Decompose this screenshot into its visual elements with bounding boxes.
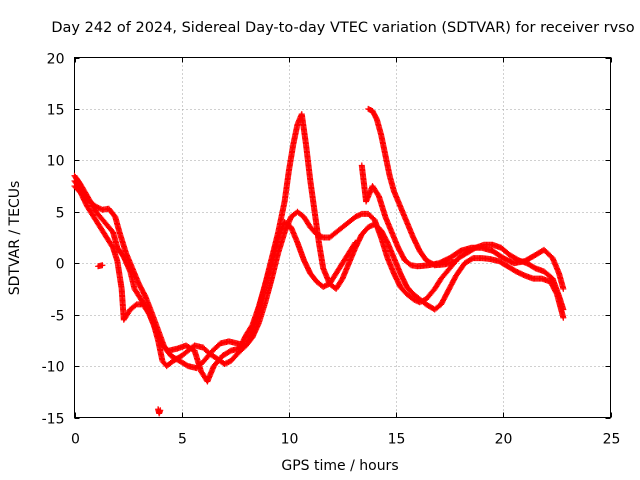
data-point-track-e (75, 178, 82, 185)
y-tick-label: 5 (56, 206, 65, 222)
y-tick-label: 0 (56, 257, 65, 273)
x-tick-label: 25 (603, 432, 621, 448)
y-tick-label: 15 (47, 103, 65, 119)
x-tick-label: 20 (495, 432, 513, 448)
y-tick-label: 20 (47, 52, 65, 68)
x-tick-label: 0 (71, 432, 80, 448)
y-tick-label: -10 (42, 360, 65, 376)
data-point-track-c (352, 239, 359, 246)
data-point-track-c (351, 240, 358, 247)
axis-ticks (74, 57, 612, 419)
x-axis-label: GPS time / hours (281, 458, 398, 474)
data-point-track-b (560, 306, 567, 313)
y-axis-label: SDTVAR / TECUs (7, 181, 23, 296)
data-point-track-d (453, 258, 460, 265)
data-point-track-a (560, 314, 567, 321)
x-tick-label: 15 (388, 432, 406, 448)
data-point-track-c (560, 285, 567, 292)
y-tick-label: -5 (51, 309, 65, 325)
y-tick-label: 10 (47, 154, 65, 170)
tick-labels: 0 5 10 15 20 25 -15 -10 -5 0 5 10 15 20 (42, 52, 621, 448)
x-tick-label: 5 (178, 432, 187, 448)
data-point-track-e (75, 177, 82, 184)
data-point-track-e (157, 407, 164, 414)
x-tick-label: 10 (281, 432, 299, 448)
plot-frame (74, 57, 611, 418)
chart-title: Day 242 of 2024, Sidereal Day-to-day VTE… (51, 20, 634, 36)
grid (74, 57, 611, 418)
y-tick-label: -15 (42, 412, 65, 428)
data-point-track-e (99, 262, 106, 269)
data-points (71, 105, 567, 417)
